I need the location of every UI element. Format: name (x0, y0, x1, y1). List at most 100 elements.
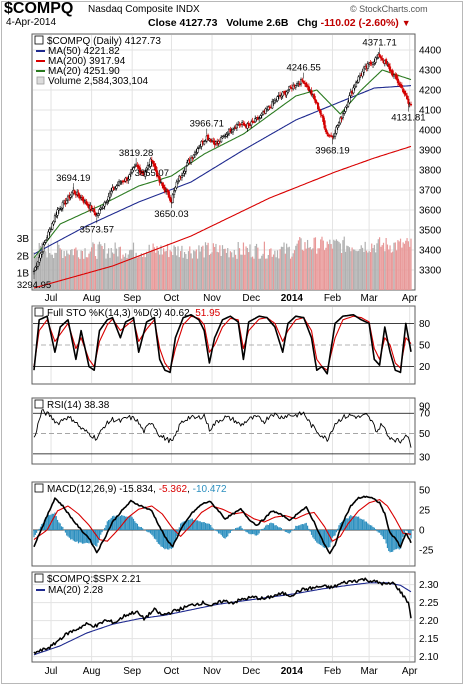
candle-body (324, 128, 327, 133)
macd-histogram-bar (361, 519, 364, 530)
macd-histogram-bar (136, 523, 139, 530)
ratio-ytick: 2.15 (419, 634, 439, 645)
macd-histogram-bar (97, 530, 99, 543)
candle-body (94, 212, 97, 216)
candle-body (44, 240, 47, 243)
candle-body (344, 106, 347, 112)
x-axis-label: Oct (164, 293, 180, 304)
volume-bar (217, 252, 220, 290)
volume-bar (334, 240, 336, 290)
macd-histogram-bar (325, 530, 327, 548)
volume-bar (178, 257, 180, 290)
macd-histogram-bar (317, 530, 319, 544)
macd-histogram-bar (38, 528, 40, 530)
candle-body (398, 82, 401, 86)
volume-bar (291, 256, 293, 290)
macd-histogram-bar (90, 530, 93, 545)
macd-histogram-bar (334, 530, 336, 536)
macd-histogram-bar (60, 526, 63, 530)
price-ytick: 3800 (419, 166, 442, 177)
volume-bar (363, 251, 365, 290)
volume-bar (153, 247, 156, 290)
macd-histogram-bar (389, 530, 391, 553)
volume-bar (269, 249, 271, 290)
macd-histogram-bar (386, 530, 389, 549)
macd-histogram-bar (403, 530, 406, 534)
volume-bar (67, 253, 69, 290)
candle-body (90, 205, 93, 211)
macd-histogram-bar (211, 527, 213, 530)
macd-histogram-bar (118, 516, 120, 530)
macd-histogram-bar (93, 530, 95, 545)
volume-bar (41, 242, 43, 290)
macd-histogram-bar (262, 528, 264, 530)
macd-histogram-bar (250, 530, 252, 535)
volume-bar (358, 250, 360, 290)
macd-ytick: -25 (419, 546, 434, 557)
macd-histogram-bar (187, 519, 190, 530)
sto-title: Full STO %K(14,3) %D(3) 40.62, 51.95 (47, 308, 221, 319)
macd-histogram-bar (47, 514, 49, 530)
macd-histogram-bar (330, 530, 332, 543)
candle-body (197, 147, 200, 149)
volume-bar (393, 242, 395, 290)
macd-histogram-bar (94, 530, 97, 546)
macd-histogram-bar (255, 530, 258, 536)
candle-body (103, 202, 106, 207)
candle-body (366, 63, 369, 69)
macd-histogram-bar (382, 530, 385, 540)
volume-bar (402, 242, 404, 290)
candle-body (352, 87, 355, 94)
candle-body (167, 191, 170, 198)
price-annotation: 3966.71 (190, 119, 224, 130)
volume-bar (140, 253, 142, 290)
price-legend-entry: Volume 2,584,303,104 (48, 76, 149, 87)
candle-body (231, 129, 235, 133)
volume-bar (110, 248, 112, 290)
volume-bar (293, 250, 296, 290)
volume-bar (367, 252, 369, 290)
macd-histogram-bar (159, 530, 161, 545)
candle-body (286, 89, 290, 93)
macd-histogram-bar (258, 530, 260, 534)
candle-body (362, 67, 365, 73)
volume-bar (299, 237, 301, 290)
x-axis-label: Sep (123, 666, 141, 677)
rsi-ytick: 30 (419, 453, 431, 464)
candle-body (378, 54, 381, 58)
volume-bar (406, 238, 408, 290)
candle-body (107, 196, 110, 201)
price-legend-entry: MA(50) 4221.82 (48, 46, 120, 57)
volume-bar (337, 240, 339, 290)
macd-histogram-bar (79, 530, 81, 543)
macd-title-part: MACD(12,26,9) -15.834, (47, 484, 159, 495)
volume-bar (143, 253, 145, 290)
macd-histogram-bar (206, 523, 208, 530)
candle-body (60, 208, 63, 210)
volume-bar (90, 247, 93, 290)
volume-bar (132, 242, 135, 290)
volume-bar (309, 247, 311, 290)
macd-histogram-bar (109, 519, 111, 530)
volume-bar (64, 256, 67, 290)
volume-bar (376, 243, 378, 290)
macd-histogram-bar (223, 530, 225, 538)
candle-body (155, 170, 159, 177)
candle-body (273, 99, 276, 104)
volume-bar (398, 241, 400, 290)
macd-histogram-bar (231, 530, 233, 531)
macd-histogram-bar (121, 515, 123, 530)
volume-bar (375, 252, 377, 290)
panel-toggle-icon (34, 483, 44, 493)
volume-bar (109, 257, 111, 290)
macd-histogram-bar (73, 530, 76, 542)
macd-histogram-bar (49, 515, 51, 530)
volume-bar (344, 251, 347, 290)
candle-body (162, 184, 165, 189)
panel-toggle-icon (34, 399, 44, 409)
candle-body (357, 76, 360, 83)
candle-body (171, 194, 174, 203)
macd-histogram-bar (385, 530, 387, 544)
volume-bar (161, 254, 163, 290)
macd-histogram-bar (365, 521, 368, 530)
